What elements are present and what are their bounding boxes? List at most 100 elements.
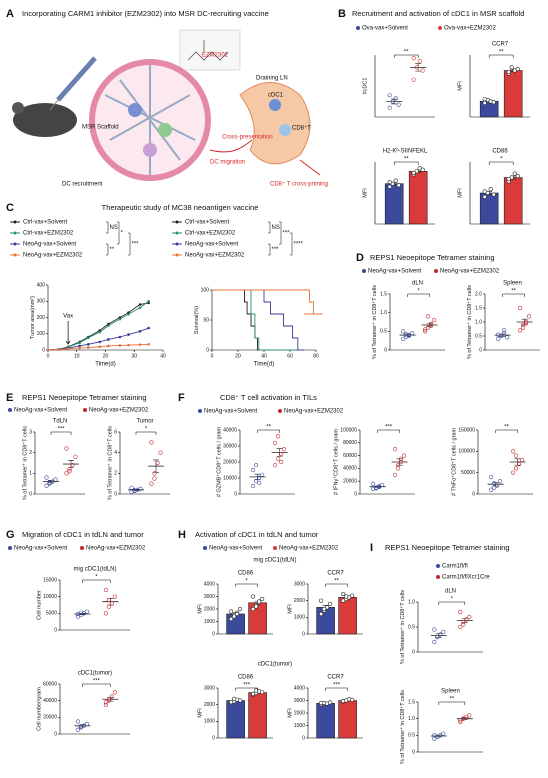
- legend-marker: [80, 546, 84, 550]
- y-axis-label: % of Tetramer⁺ in CD8⁺T cells: [399, 590, 406, 664]
- sig-label: ***: [132, 242, 140, 248]
- survival-line: [212, 289, 304, 351]
- y-tick-label: 1.0: [475, 319, 482, 325]
- point: [502, 331, 507, 336]
- legend-marker: [175, 220, 179, 224]
- point: [396, 102, 401, 107]
- panel-title: CD8⁺ T cell activation in TILs: [220, 393, 317, 402]
- point: [513, 453, 519, 458]
- point: [432, 733, 437, 738]
- y-tick-label: 0: [54, 731, 57, 737]
- point: [84, 609, 89, 614]
- survival-line: [212, 289, 304, 351]
- point: [64, 471, 69, 476]
- legend-marker: [175, 253, 179, 257]
- point: [482, 100, 487, 106]
- legend-label: NeoAg-vax+Solvent: [23, 242, 77, 248]
- legend-marker: [438, 26, 442, 30]
- point: [401, 336, 406, 341]
- chart-title: CCR7: [492, 42, 509, 48]
- y-axis-label: % of Tetramer⁺ in CD8⁺T cells: [371, 285, 378, 359]
- point: [282, 447, 287, 452]
- point: [112, 594, 117, 599]
- point: [401, 329, 406, 334]
- dc-cell: [128, 103, 142, 117]
- y-axis-label: #cDC1: [363, 78, 369, 95]
- y-tick-label: 1.0: [408, 716, 415, 722]
- point: [70, 462, 75, 468]
- series-line: [47, 300, 149, 351]
- point: [441, 731, 446, 736]
- point: [67, 467, 72, 472]
- y-tick-label: 0: [234, 491, 237, 497]
- point: [254, 463, 259, 468]
- migration-arrow: [209, 139, 253, 153]
- point: [526, 314, 532, 319]
- y-tick-label: 40000: [43, 698, 57, 704]
- drug-label: EZM2302: [202, 53, 229, 59]
- sig-bracket: [106, 243, 109, 256]
- y-axis-label: % of Tetramer⁺ in CD8⁺T cells: [107, 426, 114, 500]
- point: [420, 167, 425, 172]
- point: [251, 606, 256, 612]
- x-tick-label: 20: [235, 353, 241, 359]
- legend-label: NeoAg-vax+Solvent: [14, 408, 68, 414]
- y-axis-label: # TNFα⁺CD8⁺T cells / gram: [451, 428, 458, 496]
- point: [50, 479, 55, 484]
- point: [482, 189, 487, 194]
- y-tick-label: 100: [201, 287, 210, 293]
- y-tick-label: 6: [114, 429, 117, 435]
- chart-title: CD86: [238, 675, 254, 681]
- point: [426, 314, 431, 319]
- x-tick-label: 60: [287, 353, 293, 359]
- point: [238, 698, 243, 703]
- legend-label: Ova-vax+EZM2302: [444, 26, 497, 32]
- point: [319, 598, 324, 603]
- panel-title: REPS1 Neoepitope Tetramer staining: [385, 543, 510, 552]
- point: [387, 105, 392, 110]
- sig-bracket: [407, 293, 430, 297]
- y-axis-label: MFI: [197, 708, 203, 718]
- point: [67, 469, 72, 474]
- sig-label: **: [266, 425, 271, 431]
- y-axis-label: MFI: [458, 81, 464, 91]
- point: [75, 727, 80, 732]
- point: [482, 194, 487, 199]
- bar: [338, 700, 357, 739]
- point: [510, 449, 516, 454]
- point: [407, 333, 412, 338]
- bar: [408, 171, 428, 225]
- point: [152, 471, 157, 476]
- panel-a: A Incorporating CARM1 inhibitor (EZM2302…: [6, 8, 328, 188]
- point: [393, 447, 398, 452]
- y-tick-label: 0: [384, 347, 387, 353]
- point: [103, 700, 108, 705]
- y-axis-label: Cell number: [36, 590, 42, 620]
- point: [112, 690, 117, 695]
- point: [438, 632, 443, 637]
- legend-label: NeoAg-vax+EZM2302: [279, 546, 339, 552]
- y-tick-label: 20000: [343, 479, 357, 485]
- sig-label: *: [500, 157, 503, 163]
- chart-title: dLN: [412, 281, 423, 287]
- scaffold-label: MSR Scaffold: [82, 125, 119, 131]
- point: [235, 611, 240, 617]
- point: [509, 65, 514, 70]
- panel-letter: C: [6, 202, 14, 214]
- point: [276, 434, 281, 439]
- sig-label: ***: [243, 683, 251, 689]
- series-line: [47, 327, 149, 351]
- point: [461, 622, 466, 627]
- ln-label: Draining LN: [256, 76, 288, 82]
- point: [432, 639, 437, 645]
- point: [498, 479, 503, 484]
- sig-label: **: [499, 50, 504, 56]
- point: [279, 459, 284, 465]
- y-axis-label: # GZMB⁺CD8⁺T cells / gram: [215, 426, 222, 497]
- panel-letter: E: [6, 392, 13, 404]
- sig-bracket: [488, 161, 514, 165]
- chart-title: CD86: [492, 149, 508, 155]
- panel-title: Incorporating CARM1 inhibitor (EZM2302) …: [22, 9, 269, 18]
- point: [461, 716, 466, 721]
- point: [499, 333, 504, 339]
